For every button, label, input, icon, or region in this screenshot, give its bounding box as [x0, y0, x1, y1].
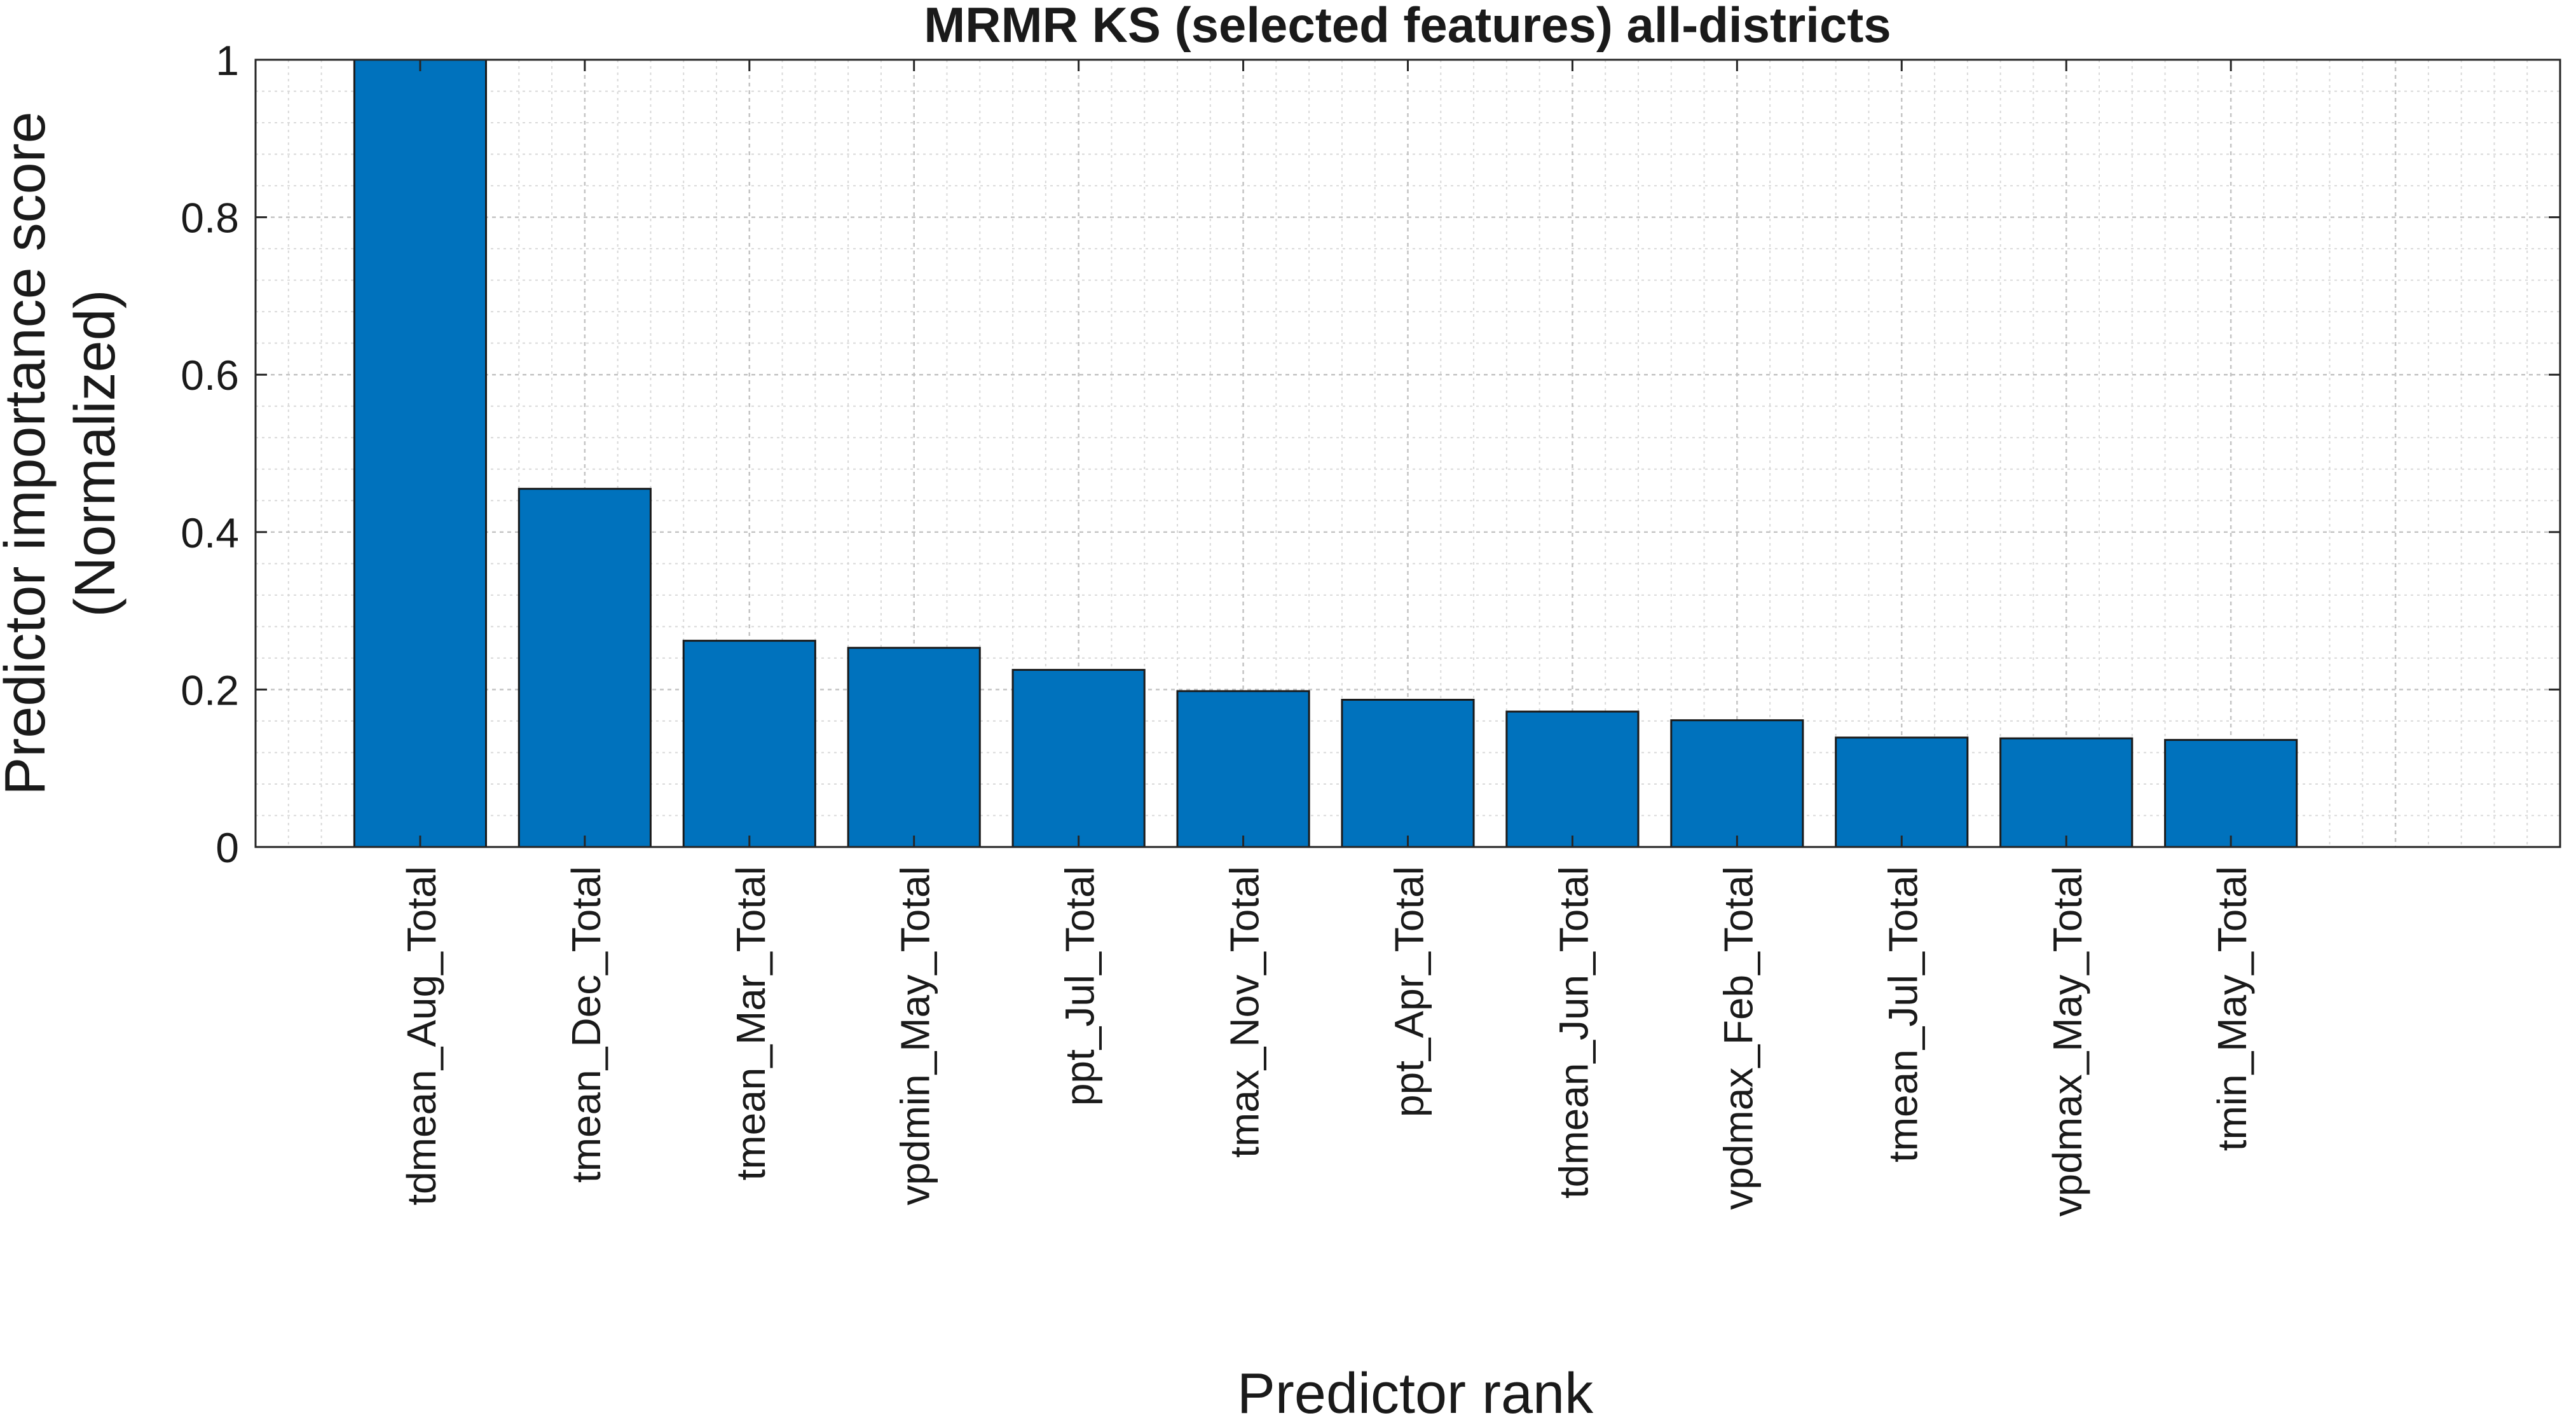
x-tick-label: vpdmin_May_Total: [893, 866, 938, 1206]
x-tick-label: vpdmax_Feb_Total: [1715, 866, 1761, 1210]
bar-vpdmax_Feb_Total: [1670, 719, 1804, 848]
y-tick-label: 0.2: [181, 666, 239, 713]
bar-vpdmin_May_Total: [847, 647, 981, 848]
bar-tdmean_Jun_Total: [1505, 710, 1640, 848]
y-axis-label: Predictor importance score (Normalized): [0, 111, 127, 795]
y-tick-label: 0.4: [181, 509, 239, 556]
bar-ppt_Jul_Total: [1011, 668, 1146, 848]
bars: [353, 59, 2298, 848]
bar-tmax_Nov_Total: [1176, 690, 1310, 848]
x-tick-label: tmean_Jul_Total: [1880, 866, 1926, 1162]
y-tick-labels: 0 0.2 0.4 0.6 0.8 1: [181, 37, 239, 871]
x-tick-label: vpdmax_May_Total: [2045, 866, 2090, 1216]
bar-ppt_Apr_Total: [1341, 698, 1475, 848]
x-tick-label: tmean_Mar_Total: [728, 866, 774, 1180]
x-tick-label: tdmean_Jun_Total: [1551, 866, 1596, 1199]
y-axis-label-line-2: (Normalized): [64, 289, 127, 617]
x-tick-label: tdmean_Aug_Total: [399, 866, 444, 1206]
x-tick-labels: tdmean_Aug_Total tmean_Dec_Total tmean_Mar…: [399, 866, 2255, 1216]
x-tick-label: ppt_Jul_Total: [1057, 866, 1103, 1106]
y-tick-label: 0.6: [181, 352, 239, 399]
bar-tmean_Jul_Total: [1835, 736, 1969, 848]
y-axis-label-line-1: Predictor importance score: [0, 111, 57, 795]
x-tick-label: tmin_May_Total: [2209, 866, 2255, 1151]
bar-vpdmax_May_Total: [1999, 737, 2134, 848]
x-tick-label: ppt_Apr_Total: [1387, 866, 1432, 1117]
bar-tmean_Dec_Total: [517, 488, 652, 848]
x-tick-label: tmean_Dec_Total: [563, 866, 609, 1183]
bar-tmin_May_Total: [2164, 739, 2298, 848]
x-axis-label: Predictor rank: [1237, 1362, 1594, 1418]
chart-title: MRMR KS (selected features) all-district…: [924, 0, 1891, 53]
x-tick-label: tmax_Nov_Total: [1222, 866, 1268, 1158]
y-tick-label: 0.8: [181, 195, 239, 242]
y-tick-label: 1: [216, 37, 239, 84]
bar-tmean_Mar_Total: [682, 640, 816, 848]
bar-tdmean_Aug_Total: [353, 59, 487, 848]
y-tick-label: 0: [216, 824, 239, 871]
tick-marks: [256, 59, 2560, 848]
